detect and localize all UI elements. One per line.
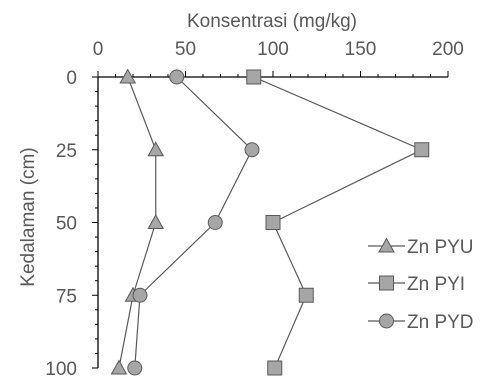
x-tick-label: 200 (432, 39, 464, 60)
tick-labels: 0 50 100 150 200 0 25 50 75 100 (45, 39, 464, 378)
y-tick-label: 100 (45, 359, 77, 378)
legend-marker-zn-pyd (379, 313, 394, 329)
data-point-zn-pyi (298, 287, 314, 303)
y-tick-label: 25 (56, 141, 77, 162)
data-point-zn-pyu (147, 141, 165, 157)
data-point-zn-pyu (110, 359, 128, 375)
data-point-zn-pyd (132, 287, 148, 303)
data-point-zn-pyi (414, 142, 430, 158)
data-point-zn-pyu (119, 68, 137, 84)
x-axis-label: Konsentrasi (mg/kg) (187, 11, 357, 32)
data-point-zn-pyd (207, 215, 223, 230)
legend-label-zn-pyd: Zn PYD (407, 312, 474, 333)
data-point-zn-pyd (169, 69, 185, 85)
legend-label-zn-pyi: Zn PYI (407, 274, 465, 295)
data-point-zn-pyu (147, 213, 165, 229)
y-tick-label: 0 (66, 68, 77, 89)
legend-marker-zn-pyu (378, 237, 395, 253)
data-point-zn-pyi (265, 215, 281, 230)
y-tick-label: 75 (56, 286, 77, 307)
legend-marker-zn-pyi (379, 275, 394, 291)
y-tick-label: 50 (56, 214, 77, 235)
data-point-zn-pyi (246, 69, 262, 85)
data-point-zn-pyd (127, 360, 143, 376)
legend-label-zn-pyu: Zn PYU (407, 237, 474, 258)
x-tick-label: 0 (93, 39, 104, 60)
data-point-zn-pyd (244, 142, 260, 158)
y-axis-label: Kedalaman (cm) (18, 147, 39, 286)
x-tick-label: 150 (345, 39, 377, 60)
x-tick-label: 100 (257, 39, 289, 60)
x-tick-label: 50 (175, 39, 196, 60)
series-markers (110, 68, 430, 376)
data-point-zn-pyi (267, 360, 283, 376)
legend: Zn PYU Zn PYI Zn PYD (368, 237, 474, 333)
